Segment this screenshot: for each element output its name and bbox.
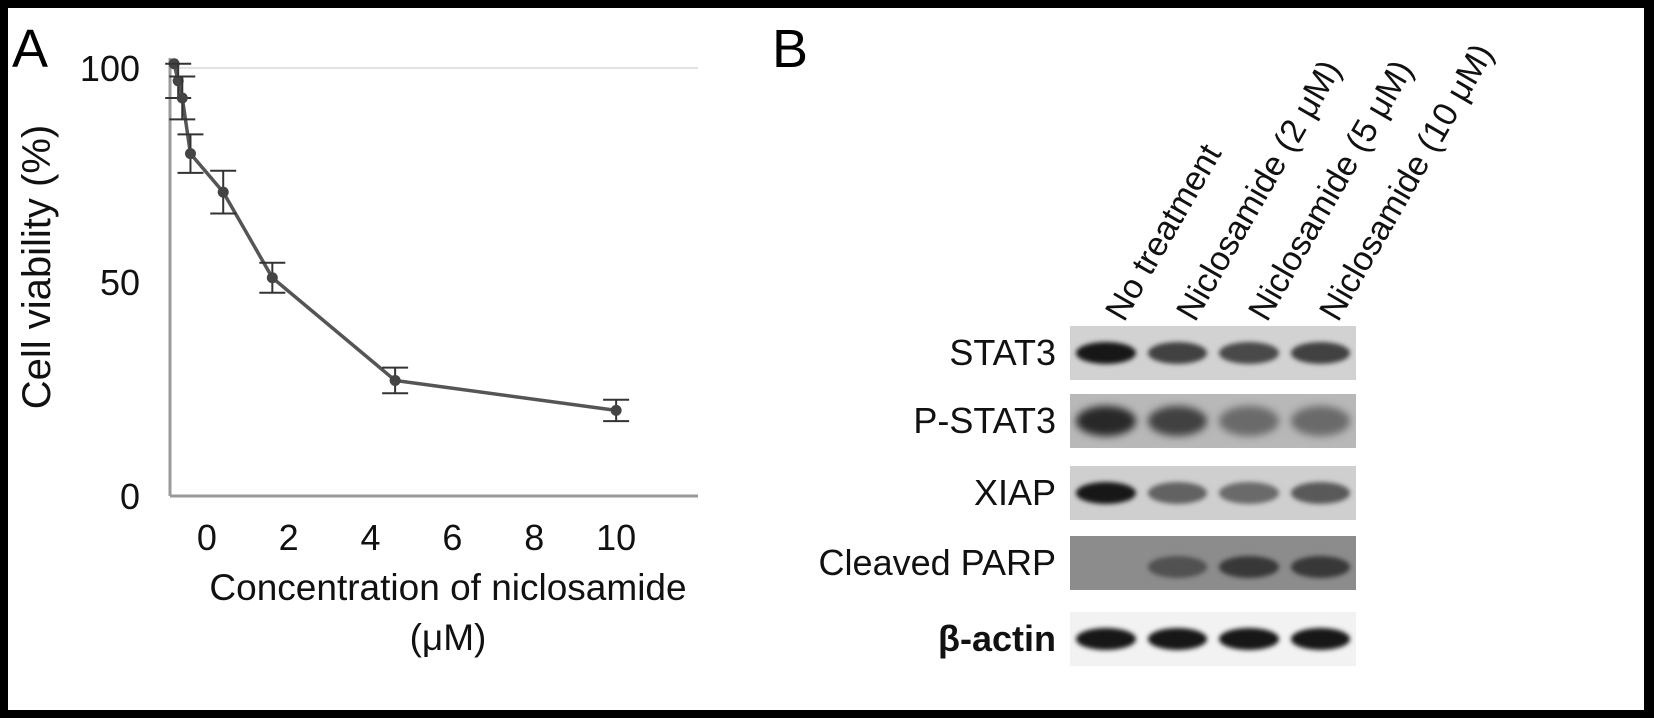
panel-b-letter: B: [772, 19, 809, 79]
blot-band: [1219, 406, 1279, 436]
blot-strip: [1070, 612, 1356, 666]
blot-band: [1290, 406, 1350, 436]
blot-strip: [1070, 326, 1356, 380]
x-tick-label: 10: [596, 517, 636, 558]
blot-band: [1290, 482, 1350, 504]
blot-band: [1219, 556, 1279, 578]
series-line: [172, 63, 617, 413]
blot-row-label: β-actin: [938, 618, 1056, 659]
data-point: [217, 186, 229, 198]
blot-band: [1147, 556, 1207, 578]
data-point: [176, 92, 188, 104]
data-point: [610, 404, 622, 416]
blot-strip: [1070, 394, 1356, 448]
x-tick-label: 0: [197, 517, 217, 558]
blot-row-label: Cleaved PARP: [818, 542, 1056, 583]
data-point: [266, 272, 278, 284]
viability-chart: 0 50 100 0 2 4 6 8 10 Concentration of niclosamid…: [15, 48, 698, 658]
data-point: [172, 75, 184, 87]
blot-band: [1219, 482, 1279, 504]
blot-band: [1219, 342, 1279, 364]
y-axis-label: Cell viability (%): [15, 125, 59, 410]
blot-band: [1290, 556, 1350, 578]
x-axis-label: (μM): [410, 617, 487, 658]
blot-band: [1290, 342, 1350, 364]
x-tick-label: 6: [442, 517, 462, 558]
blot-strip: [1070, 536, 1356, 590]
x-tick-label: 4: [361, 517, 381, 558]
blot-band: [1290, 628, 1350, 650]
blot-row-label: STAT3: [949, 332, 1056, 373]
data-point: [184, 148, 196, 160]
panel-b: B No treatment Niclosamide (2 μM) Niclosam…: [768, 8, 1644, 710]
blot-band: [1219, 628, 1279, 650]
y-tick-label: 100: [80, 48, 140, 89]
blot-strip: [1070, 466, 1356, 520]
panel-a-letter: A: [12, 19, 49, 79]
blot-band: [1147, 482, 1207, 504]
blot-band: [1076, 482, 1136, 504]
x-axis-label: Concentration of niclosamide: [209, 567, 686, 608]
blot-row-label: P-STAT3: [913, 400, 1056, 441]
x-tick-label: 2: [279, 517, 299, 558]
blot-band: [1076, 628, 1136, 650]
blot-band: [1076, 342, 1136, 364]
blot-row-label: XIAP: [973, 472, 1056, 513]
y-tick-label: 0: [120, 476, 140, 517]
x-tick-label: 8: [524, 517, 544, 558]
blot-band: [1076, 406, 1136, 436]
blot-band: [1147, 628, 1207, 650]
blot-band: [1147, 406, 1207, 436]
blot-band: [1147, 342, 1207, 364]
data-point: [389, 374, 401, 386]
panel-a: A 0 50 100 0 2 4 6 8 10 Concentration of niclosam…: [8, 8, 768, 710]
figure: A 0 50 100 0 2 4 6 8 10 Concentration of niclosam…: [8, 8, 1644, 710]
y-tick-label: 50: [100, 262, 140, 303]
